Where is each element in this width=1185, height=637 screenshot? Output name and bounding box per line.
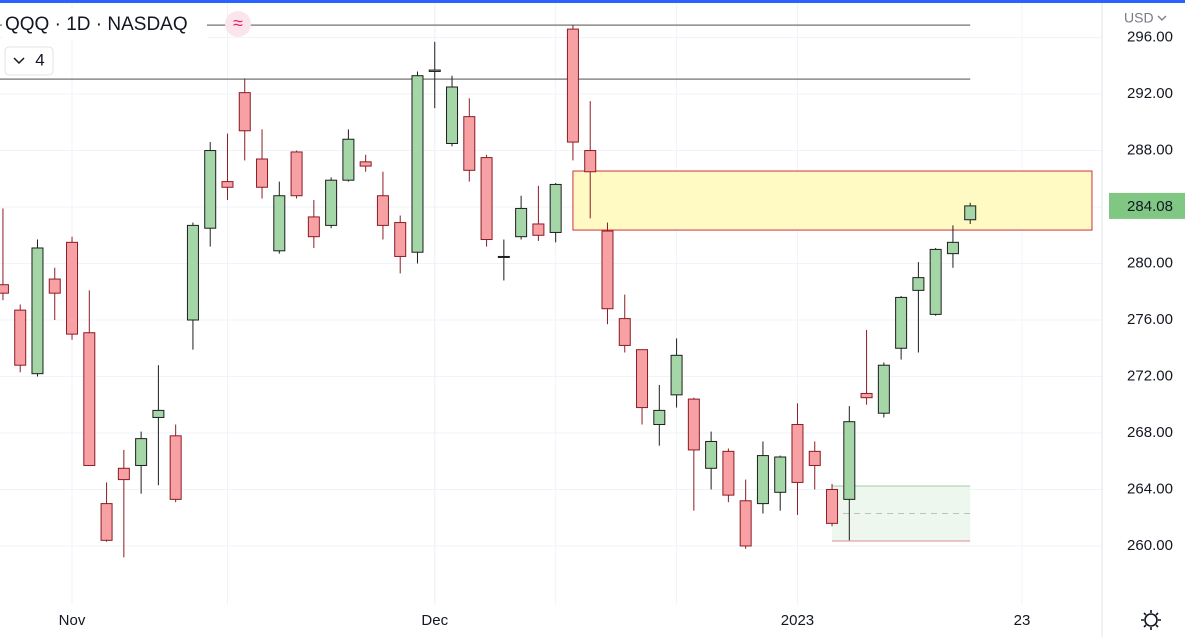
candle-body (238, 92, 251, 132)
candle-body (48, 278, 61, 294)
symbol-title[interactable]: QQQ · 1D · NASDAQ (5, 14, 188, 35)
x-tick-label: 23 (1014, 612, 1031, 629)
candle-body (307, 216, 320, 238)
candle-body (0, 284, 9, 294)
x-tick-label: Dec (421, 612, 448, 629)
candle-body (256, 158, 269, 188)
y-tick-label: 276.00 (1127, 311, 1173, 328)
candle-body (14, 309, 27, 366)
candle-body (843, 421, 856, 500)
header-bg (2, 8, 207, 40)
candle-body (946, 241, 959, 255)
currency[interactable]: USD (1124, 10, 1154, 26)
candle-body (601, 230, 614, 310)
y-tick-label: 296.00 (1127, 29, 1173, 46)
badge-bg[interactable] (225, 11, 251, 37)
candle-body (135, 438, 148, 466)
candle-body (532, 223, 545, 236)
top-bar (0, 0, 1185, 3)
candle-body (117, 467, 130, 481)
candle-body (428, 69, 441, 72)
candle-body (618, 318, 631, 346)
y-tick-label: 292.00 (1127, 85, 1173, 102)
candle-body (446, 86, 459, 144)
candle-body (722, 450, 735, 496)
candle-body (480, 157, 493, 241)
candle-body (325, 179, 338, 226)
y-tick-label: 272.00 (1127, 367, 1173, 384)
zone (572, 170, 1093, 231)
candle-body (687, 398, 700, 451)
y-tick-label: 260.00 (1127, 537, 1173, 554)
indicator-count[interactable]: 4 (35, 50, 44, 69)
candle-body (497, 255, 510, 258)
candle-body (342, 138, 355, 181)
candle-body (31, 247, 44, 375)
candle-body (670, 354, 683, 396)
candle-body (83, 332, 96, 466)
candle-body (653, 409, 666, 426)
y-tick-label: 268.00 (1127, 424, 1173, 441)
candle-body (705, 440, 718, 469)
candle-body (964, 205, 977, 221)
gear (1144, 613, 1158, 627)
x-tick-label: 2023 (781, 612, 814, 629)
candle-body (169, 435, 182, 500)
candle-body (912, 277, 925, 291)
settings-icon[interactable] (1141, 610, 1161, 630)
candle-body (463, 116, 476, 171)
candle-body (66, 241, 79, 335)
plot (0, 0, 1102, 605)
candle-body (636, 349, 649, 409)
candle-body (359, 161, 372, 167)
candle-body (929, 248, 942, 315)
candle-body (826, 488, 839, 524)
last-price-bg (1109, 192, 1185, 219)
candle-body (290, 151, 303, 197)
candle-body (860, 392, 873, 399)
x-tick-label: Nov (59, 612, 86, 629)
candle-body (877, 364, 890, 414)
candle-body (186, 224, 199, 321)
candle-body (774, 456, 787, 493)
candle-body (273, 195, 286, 252)
gear-teeth (1141, 610, 1161, 630)
candle-body (394, 222, 407, 257)
candle-body (739, 500, 752, 547)
candle-body (100, 503, 113, 541)
candle-body (411, 75, 424, 253)
badge[interactable]: ≈ (233, 13, 243, 33)
candle-body (221, 181, 234, 188)
y-tick-label: 280.00 (1127, 254, 1173, 271)
candle-body (152, 409, 165, 418)
indicator-toggle[interactable] (4, 46, 54, 76)
candle-body (515, 207, 528, 238)
currency-chevron (1157, 15, 1167, 21)
candle-body (791, 424, 804, 483)
candle-body (566, 28, 579, 143)
candle-body (808, 450, 821, 466)
y-tick-label: 264.00 (1127, 480, 1173, 497)
candle-body (549, 183, 562, 233)
candle-body (756, 455, 769, 505)
candle-body (204, 150, 217, 229)
candle-body (376, 195, 389, 226)
last-price-label: 284.08 (1127, 198, 1173, 215)
chevron (13, 57, 25, 65)
y-tick-label: 288.00 (1127, 142, 1173, 159)
candle-body (584, 150, 597, 173)
candle-body (895, 296, 908, 349)
